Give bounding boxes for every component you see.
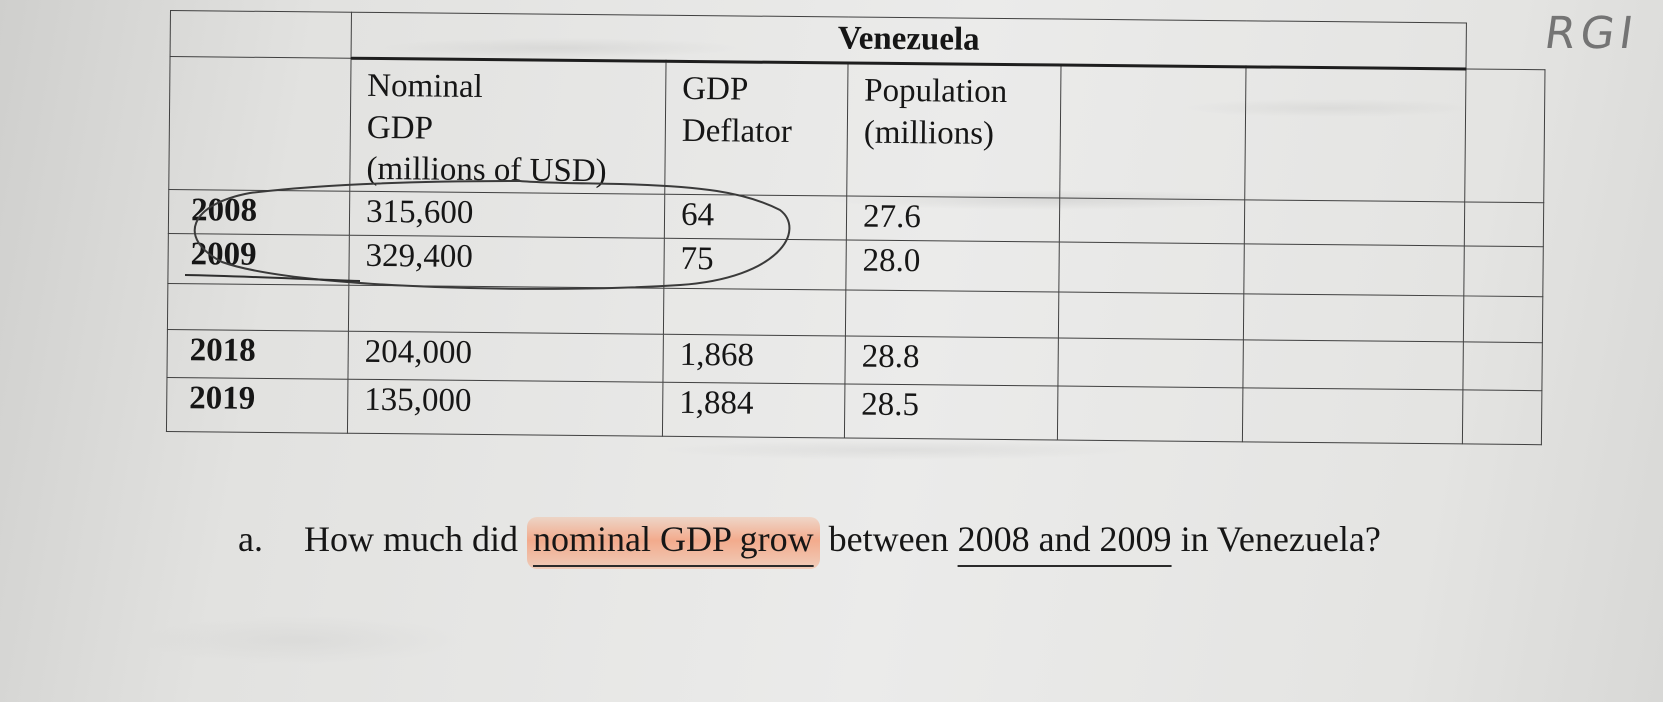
- population-cell: 28.5: [844, 383, 1058, 440]
- underlined-years: 2008 and 2009: [957, 519, 1172, 559]
- blank-cell: [1058, 291, 1244, 340]
- year-cell: 2008: [168, 189, 350, 235]
- blank-cell: [1243, 243, 1465, 296]
- deflator-cell: 1,868: [662, 333, 846, 384]
- blank-cell: [845, 289, 1059, 338]
- nominal-gdp-header-line-1: Nominal: [367, 67, 483, 106]
- deflator-cell: 64: [664, 193, 847, 240]
- year-cell: 2009: [167, 233, 350, 285]
- gdp-deflator-header-line-1: GDP: [682, 70, 749, 108]
- blank-cell: [1242, 387, 1463, 444]
- empty-cell: [1466, 23, 1545, 70]
- blank-cell: [663, 287, 846, 336]
- blank-cell: [1464, 201, 1544, 247]
- year-cell: 2018: [166, 329, 349, 379]
- highlighted-phrase: nominal GDP grow: [526, 517, 820, 569]
- question-text-start: How much did: [304, 519, 527, 559]
- nominal-gdp-cell: 329,400: [348, 234, 665, 288]
- deflator-cell: 1,884: [662, 381, 845, 438]
- blank-cell: [167, 283, 349, 331]
- blank-cell: [348, 284, 664, 334]
- table-corner-cell: [170, 10, 352, 59]
- blank-header-cell: [1464, 68, 1545, 203]
- population-cell: 28.0: [845, 239, 1060, 292]
- population-header: Population (millions): [846, 63, 1062, 198]
- blank-cell: [1057, 385, 1243, 442]
- blank-header-cell: [1244, 66, 1467, 202]
- nominal-gdp-header-line-2: GDP: [366, 109, 434, 147]
- population-cell: 28.8: [844, 335, 1059, 386]
- question-text-end: in Venezuela?: [1171, 519, 1381, 559]
- blank-cell: [1462, 389, 1542, 445]
- nominal-gdp-cell: 135,000: [347, 378, 663, 436]
- blank-cell: [1462, 341, 1543, 391]
- blank-cell: [1463, 245, 1544, 297]
- nominal-gdp-header-line-3: (millions of USD): [366, 151, 607, 190]
- year-header-cell: [168, 56, 352, 191]
- nominal-gdp-cell: 315,600: [349, 190, 665, 238]
- blank-cell: [1058, 241, 1245, 294]
- deflator-cell: 75: [663, 237, 847, 290]
- blank-cell: [1463, 295, 1543, 343]
- blank-cell: [1243, 293, 1464, 342]
- nominal-gdp-header: Nominal GDP (millions of USD): [349, 58, 667, 194]
- blank-cell: [1242, 339, 1464, 390]
- nominal-gdp-cell: 204,000: [347, 330, 664, 382]
- gdp-deflator-header-line-2: Deflator: [681, 112, 792, 150]
- blank-cell: [1059, 197, 1245, 244]
- year-cell: 2019: [166, 377, 348, 433]
- gdp-deflator-header: GDP Deflator: [664, 61, 849, 196]
- data-table: Venezuela Nominal GDP (millions of USD) …: [166, 10, 1546, 445]
- handwritten-note: RGI: [1541, 8, 1642, 59]
- question-a: a. How much did nominal GDP grow between …: [238, 517, 1381, 569]
- population-header-line-2: (millions): [863, 114, 995, 152]
- population-cell: 27.6: [846, 195, 1060, 242]
- question-number: a.: [238, 519, 263, 559]
- question-text-middle: between: [819, 519, 958, 559]
- header-row: Nominal GDP (millions of USD) GDP Deflat…: [168, 56, 1545, 203]
- blank-header-cell: [1059, 65, 1247, 200]
- population-header-line-1: Population: [864, 72, 1008, 111]
- blank-cell: [1244, 199, 1465, 246]
- blank-cell: [1057, 337, 1244, 388]
